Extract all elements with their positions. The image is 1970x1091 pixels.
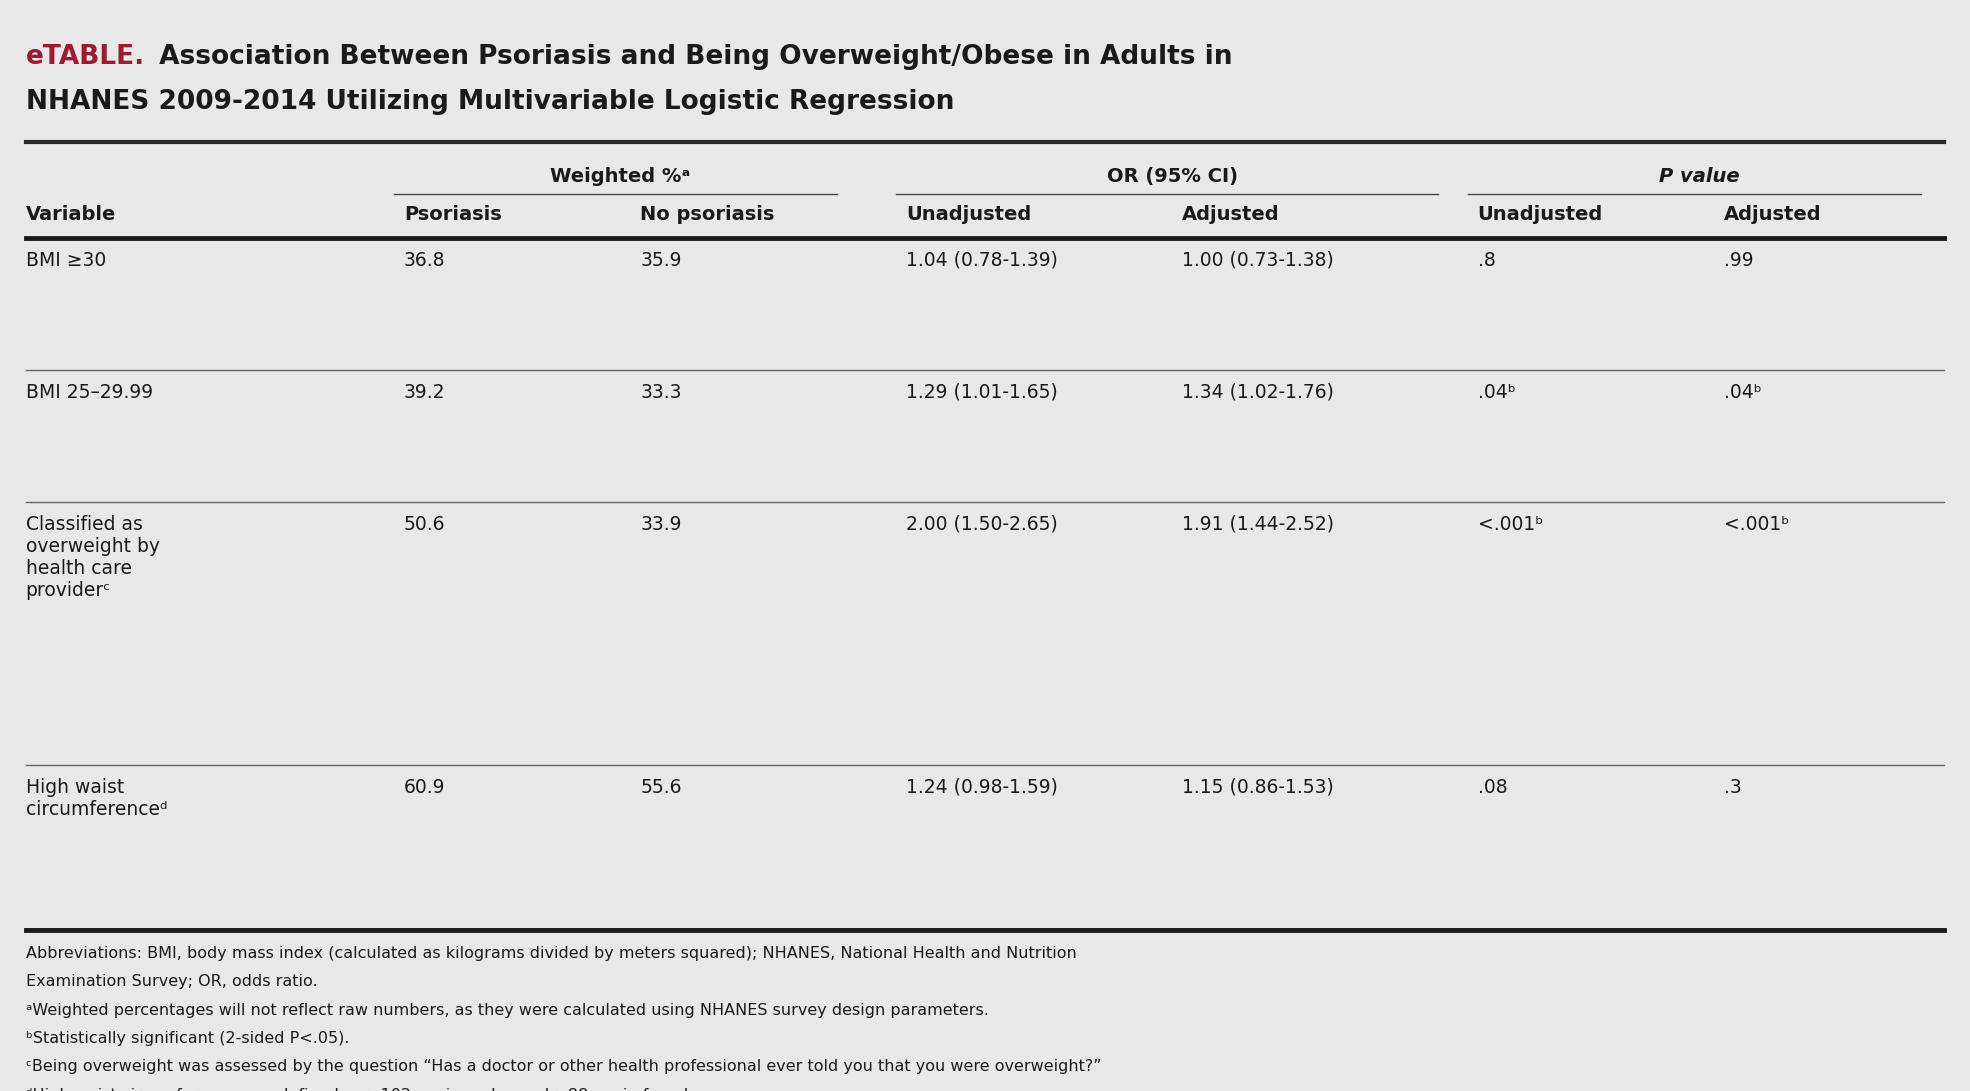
Text: Weighted %ᵃ: Weighted %ᵃ [550,167,691,185]
Text: 33.9: 33.9 [640,515,682,533]
Text: P value: P value [1659,167,1740,185]
Text: Association Between Psoriasis and Being Overweight/Obese in Adults in: Association Between Psoriasis and Being … [150,44,1231,70]
Text: High waist
circumferenceᵈ: High waist circumferenceᵈ [26,778,167,818]
Text: Examination Survey; OR, odds ratio.: Examination Survey; OR, odds ratio. [26,974,317,990]
Text: NHANES 2009-2014 Utilizing Multivariable Logistic Regression: NHANES 2009-2014 Utilizing Multivariable… [26,89,953,116]
Text: 1.29 (1.01-1.65): 1.29 (1.01-1.65) [906,383,1058,401]
Text: 36.8: 36.8 [404,251,445,269]
Text: 2.00 (1.50-2.65): 2.00 (1.50-2.65) [906,515,1058,533]
Text: .99: .99 [1724,251,1753,269]
Text: .04ᵇ: .04ᵇ [1478,383,1515,401]
Text: 1.15 (0.86-1.53): 1.15 (0.86-1.53) [1182,778,1334,796]
Text: .8: .8 [1478,251,1495,269]
Text: 55.6: 55.6 [640,778,682,796]
Text: 1.91 (1.44-2.52): 1.91 (1.44-2.52) [1182,515,1334,533]
Text: 33.3: 33.3 [640,383,682,401]
Text: eTABLE.: eTABLE. [26,44,146,70]
Text: OR (95% CI): OR (95% CI) [1107,167,1237,185]
Text: 1.00 (0.73-1.38): 1.00 (0.73-1.38) [1182,251,1334,269]
Text: 1.34 (1.02-1.76): 1.34 (1.02-1.76) [1182,383,1334,401]
Text: Adjusted: Adjusted [1724,205,1822,224]
Text: 60.9: 60.9 [404,778,445,796]
Text: Unadjusted: Unadjusted [906,205,1032,224]
Text: .04ᵇ: .04ᵇ [1724,383,1761,401]
Text: ᵃWeighted percentages will not reflect raw numbers, as they were calculated usin: ᵃWeighted percentages will not reflect r… [26,1003,989,1018]
Text: Psoriasis: Psoriasis [404,205,502,224]
Text: Classified as
overweight by
health care
providerᶜ: Classified as overweight by health care … [26,515,160,600]
Text: 39.2: 39.2 [404,383,445,401]
Text: ᶜBeing overweight was assessed by the question “Has a doctor or other health pro: ᶜBeing overweight was assessed by the qu… [26,1059,1101,1075]
Text: <.001ᵇ: <.001ᵇ [1478,515,1543,533]
Text: ᵈHigh waist circumference was defined as ≥102 cm in males and ≥88 cm in females.: ᵈHigh waist circumference was defined as… [26,1088,711,1091]
Text: BMI 25–29.99: BMI 25–29.99 [26,383,154,401]
Text: 1.24 (0.98-1.59): 1.24 (0.98-1.59) [906,778,1058,796]
Text: 35.9: 35.9 [640,251,682,269]
Text: Variable: Variable [26,205,116,224]
Text: Abbreviations: BMI, body mass index (calculated as kilograms divided by meters s: Abbreviations: BMI, body mass index (cal… [26,946,1076,961]
Text: No psoriasis: No psoriasis [640,205,774,224]
Text: .08: .08 [1478,778,1507,796]
Text: <.001ᵇ: <.001ᵇ [1724,515,1789,533]
Text: Unadjusted: Unadjusted [1478,205,1604,224]
Text: BMI ≥30: BMI ≥30 [26,251,106,269]
Text: .3: .3 [1724,778,1741,796]
Text: ᵇStatistically significant (2-sided P<.05).: ᵇStatistically significant (2-sided P<.0… [26,1031,349,1046]
Text: 1.04 (0.78-1.39): 1.04 (0.78-1.39) [906,251,1058,269]
Text: 50.6: 50.6 [404,515,445,533]
Text: Adjusted: Adjusted [1182,205,1280,224]
